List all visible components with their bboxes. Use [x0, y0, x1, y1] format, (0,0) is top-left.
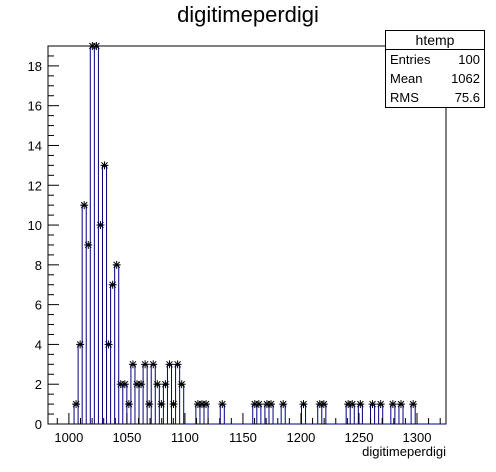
- data-point-marker: [153, 380, 161, 388]
- data-point-marker: [369, 400, 377, 408]
- data-point-marker: [101, 161, 109, 169]
- x-tick-label: 1050: [112, 430, 141, 445]
- data-point-marker: [149, 360, 157, 368]
- data-point-marker: [141, 360, 149, 368]
- data-markers: [72, 42, 417, 408]
- data-point-marker: [72, 400, 80, 408]
- stats-box: htemp Entries 100 Mean 1062 RMS 75.6: [385, 30, 485, 108]
- stats-rms-label: RMS: [390, 88, 419, 107]
- x-tick-label: 1000: [54, 430, 83, 445]
- data-point-marker: [121, 380, 129, 388]
- data-point-marker: [165, 360, 173, 368]
- data-point-marker: [377, 400, 385, 408]
- data-point-marker: [161, 380, 169, 388]
- y-tick-label: 18: [28, 59, 42, 74]
- y-tick-label: 12: [28, 178, 42, 193]
- data-point-marker: [170, 400, 178, 408]
- y-tick-label: 14: [28, 138, 42, 153]
- x-tick-label: 1200: [286, 430, 315, 445]
- data-point-marker: [279, 400, 287, 408]
- data-point-marker: [300, 400, 308, 408]
- stats-mean-value: 1062: [451, 69, 480, 88]
- stats-row-rms: RMS 75.6: [386, 88, 484, 107]
- data-point-marker: [84, 241, 92, 249]
- x-tick-label: 1300: [403, 430, 432, 445]
- data-point-marker: [80, 201, 88, 209]
- data-point-marker: [174, 360, 182, 368]
- data-point-marker: [76, 340, 84, 348]
- y-tick-label: 8: [35, 258, 42, 273]
- data-point-marker: [157, 400, 165, 408]
- stats-entries-value: 100: [458, 50, 480, 69]
- y-tick-label: 16: [28, 99, 42, 114]
- data-point-marker: [178, 380, 186, 388]
- y-tick-label: 6: [35, 298, 42, 313]
- data-point-marker: [125, 400, 133, 408]
- stats-title: htemp: [386, 31, 484, 50]
- y-axis: 0 2 4 6 8 10 12 14 16 18: [28, 46, 59, 432]
- data-point-marker: [218, 400, 226, 408]
- stats-row-entries: Entries 100: [386, 50, 484, 69]
- stats-mean-label: Mean: [390, 69, 423, 88]
- data-point-marker: [129, 360, 137, 368]
- data-point-marker: [389, 400, 397, 408]
- data-point-marker: [320, 400, 328, 408]
- stats-row-mean: Mean 1062: [386, 69, 484, 88]
- data-point-marker: [255, 400, 263, 408]
- x-tick-label: 1250: [345, 430, 374, 445]
- y-tick-label: 10: [28, 218, 42, 233]
- y-tick-label: 4: [35, 337, 42, 352]
- stats-rms-value: 75.6: [455, 88, 480, 107]
- y-tick-label: 2: [35, 377, 42, 392]
- data-point-marker: [92, 42, 100, 50]
- stats-entries-label: Entries: [390, 50, 430, 69]
- data-point-marker: [356, 400, 364, 408]
- data-point-marker: [109, 281, 117, 289]
- data-point-marker: [145, 400, 153, 408]
- x-tick-label: 1150: [229, 430, 257, 445]
- data-point-marker: [348, 400, 356, 408]
- data-point-marker: [267, 400, 275, 408]
- data-point-marker: [397, 400, 405, 408]
- x-tick-label: 1100: [171, 430, 199, 445]
- data-point-marker: [113, 261, 121, 269]
- data-point-marker: [96, 221, 104, 229]
- data-point-marker: [409, 400, 417, 408]
- x-axis-label: digitimeperdigi: [362, 444, 446, 459]
- data-point-marker: [137, 380, 145, 388]
- data-point-marker: [105, 340, 113, 348]
- y-tick-label: 0: [35, 417, 42, 432]
- data-point-marker: [202, 400, 210, 408]
